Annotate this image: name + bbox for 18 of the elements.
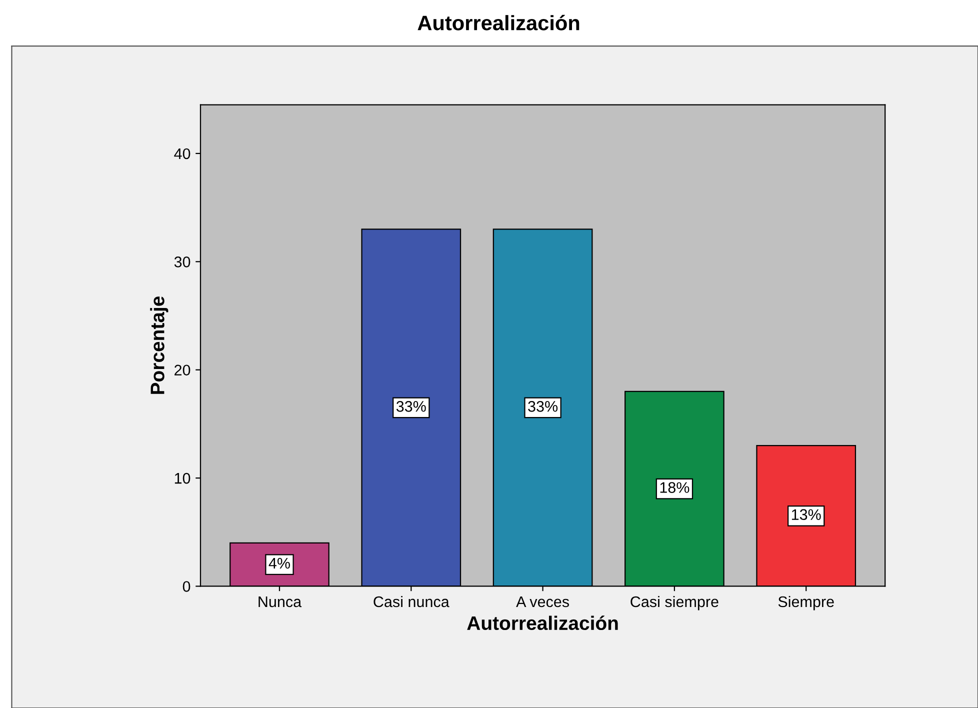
chart-title: Autorrealización [418,14,580,30]
x-tick-label: Casi nunca [374,596,450,608]
x-tick-label: A veces [516,596,569,608]
y-tick-label: 10 [174,472,190,484]
x-tick-label: Casi siempre [630,596,718,610]
y-tick-label: 20 [174,364,190,376]
data-label: 33% [396,400,426,412]
data-label: 4% [268,558,290,569]
x-tick-label: Siempre [778,596,834,610]
data-label: 13% [792,509,821,520]
y-axis-title: Porcentaje [150,296,168,394]
y-tick-label: 30 [174,256,190,268]
y-tick-label: 40 [174,148,190,160]
data-label: 33% [528,400,558,412]
data-label: 18% [660,482,690,493]
x-tick-label: Nunca [258,596,302,608]
y-tick-label: 0 [182,581,190,592]
x-axis-title: Autorrealización [467,616,618,630]
